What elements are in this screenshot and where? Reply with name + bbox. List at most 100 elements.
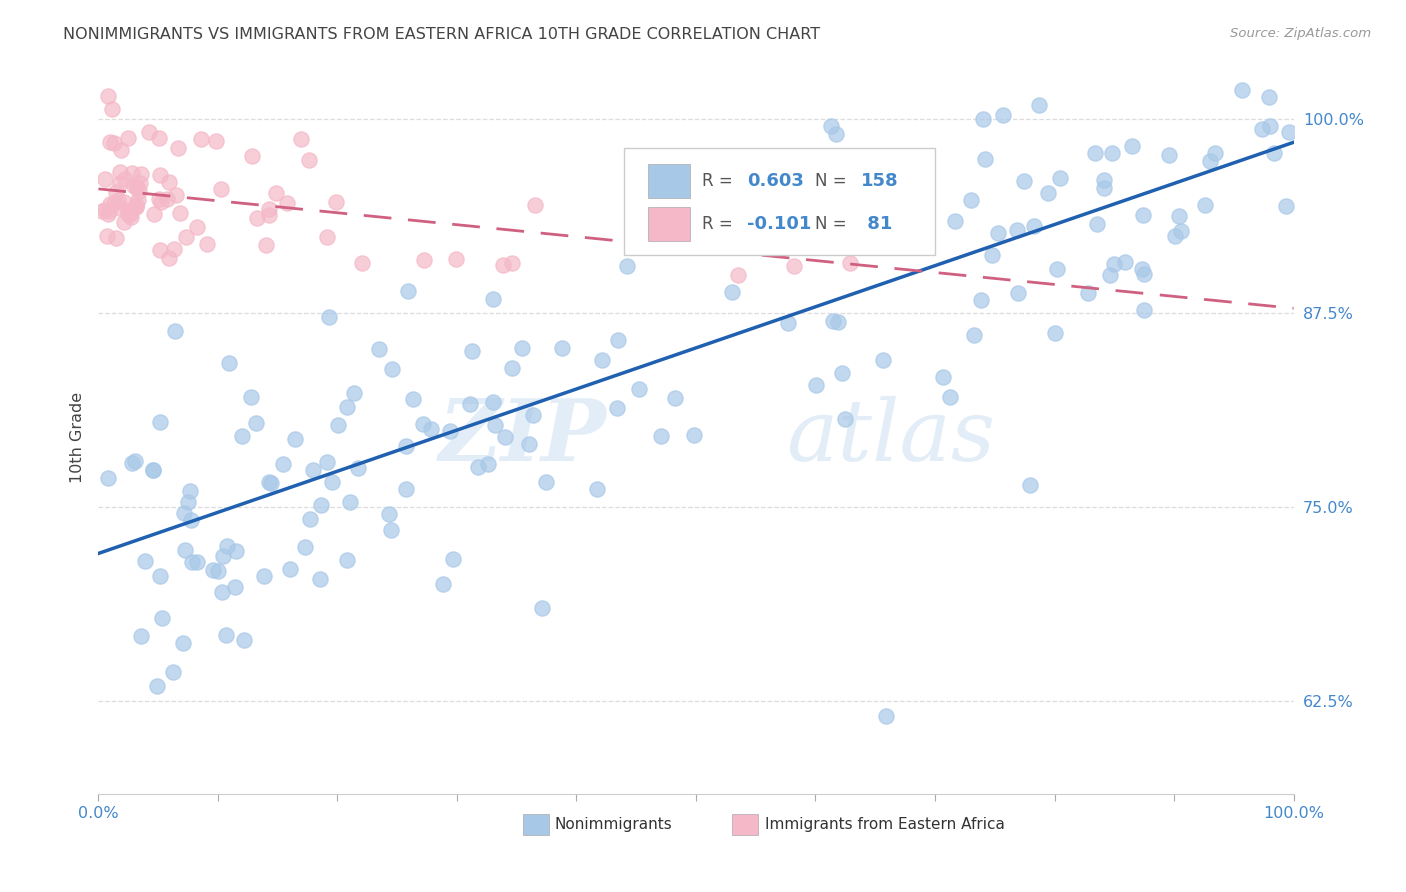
Point <box>325 195 347 210</box>
Point <box>1250 61 1272 75</box>
Point <box>290 132 312 146</box>
Point <box>104 231 127 245</box>
Point <box>1154 58 1177 72</box>
Point <box>1018 477 1040 491</box>
Point <box>150 610 173 624</box>
Point <box>186 219 208 234</box>
Point <box>1092 180 1115 194</box>
Point <box>1012 174 1035 188</box>
Point <box>148 130 170 145</box>
Point <box>186 555 208 569</box>
Point <box>413 253 436 268</box>
Point <box>94 203 117 218</box>
Point <box>1132 261 1154 276</box>
Point <box>149 415 172 429</box>
Point <box>1278 125 1301 139</box>
Point <box>225 544 247 558</box>
Point <box>169 206 191 220</box>
Point <box>121 210 143 224</box>
Point <box>439 425 461 439</box>
Point <box>336 401 359 415</box>
Point <box>1102 257 1125 271</box>
Point <box>108 201 131 215</box>
Point <box>347 461 370 475</box>
Point <box>110 165 132 179</box>
Point <box>260 475 283 490</box>
Point <box>254 238 277 252</box>
Point <box>118 205 141 219</box>
Point <box>1194 198 1216 212</box>
Point <box>827 315 849 329</box>
Point <box>932 370 955 384</box>
Point <box>298 153 321 167</box>
Point <box>991 108 1014 122</box>
Point <box>1085 217 1108 231</box>
Point <box>149 195 172 210</box>
Bar <box>733 814 758 835</box>
Point <box>606 401 628 416</box>
Point <box>114 171 136 186</box>
Point <box>1101 146 1123 161</box>
Point <box>112 215 135 229</box>
Point <box>174 229 197 244</box>
Point <box>481 394 503 409</box>
Point <box>962 328 984 343</box>
Point <box>842 224 865 238</box>
Point <box>284 432 307 446</box>
Point <box>122 178 145 193</box>
Point <box>207 564 229 578</box>
Point <box>378 508 401 522</box>
Point <box>149 569 172 583</box>
Point <box>461 343 484 358</box>
Point <box>257 475 280 489</box>
Point <box>121 166 143 180</box>
Point <box>239 390 262 404</box>
Point <box>124 200 146 214</box>
Point <box>683 428 706 442</box>
Point <box>128 176 150 190</box>
Point <box>1232 83 1254 97</box>
Point <box>1258 119 1281 133</box>
Point <box>195 237 218 252</box>
Point <box>110 144 132 158</box>
Point <box>664 391 686 405</box>
Point <box>127 179 149 194</box>
Point <box>124 197 146 211</box>
Point <box>162 665 184 679</box>
Point <box>654 194 676 208</box>
Point <box>960 193 983 207</box>
Point <box>316 229 339 244</box>
Point <box>727 268 749 282</box>
Point <box>149 243 172 257</box>
Point <box>627 382 650 396</box>
Point <box>138 125 160 139</box>
Point <box>1046 262 1069 277</box>
Point <box>1204 146 1226 161</box>
Point <box>245 211 267 226</box>
Point <box>97 88 120 103</box>
Point <box>294 541 316 555</box>
Point <box>163 324 186 338</box>
Point <box>804 378 827 392</box>
Point <box>824 218 846 232</box>
Point <box>117 130 139 145</box>
Point <box>97 204 120 219</box>
Point <box>163 242 186 256</box>
Text: 0.603: 0.603 <box>748 172 804 190</box>
Text: Nonimmigrants: Nonimmigrants <box>555 817 672 832</box>
Point <box>1250 122 1272 136</box>
Point <box>142 463 165 477</box>
Point <box>264 186 287 200</box>
Point <box>112 194 135 209</box>
Point <box>165 188 187 202</box>
Text: ZIP: ZIP <box>439 395 606 479</box>
Point <box>276 195 298 210</box>
Point <box>352 255 374 269</box>
Y-axis label: 10th Grade: 10th Grade <box>69 392 84 483</box>
Point <box>205 134 228 148</box>
Point <box>321 475 343 490</box>
Point <box>96 229 118 244</box>
Text: 81: 81 <box>860 215 893 233</box>
Point <box>101 102 124 116</box>
Point <box>309 572 332 586</box>
